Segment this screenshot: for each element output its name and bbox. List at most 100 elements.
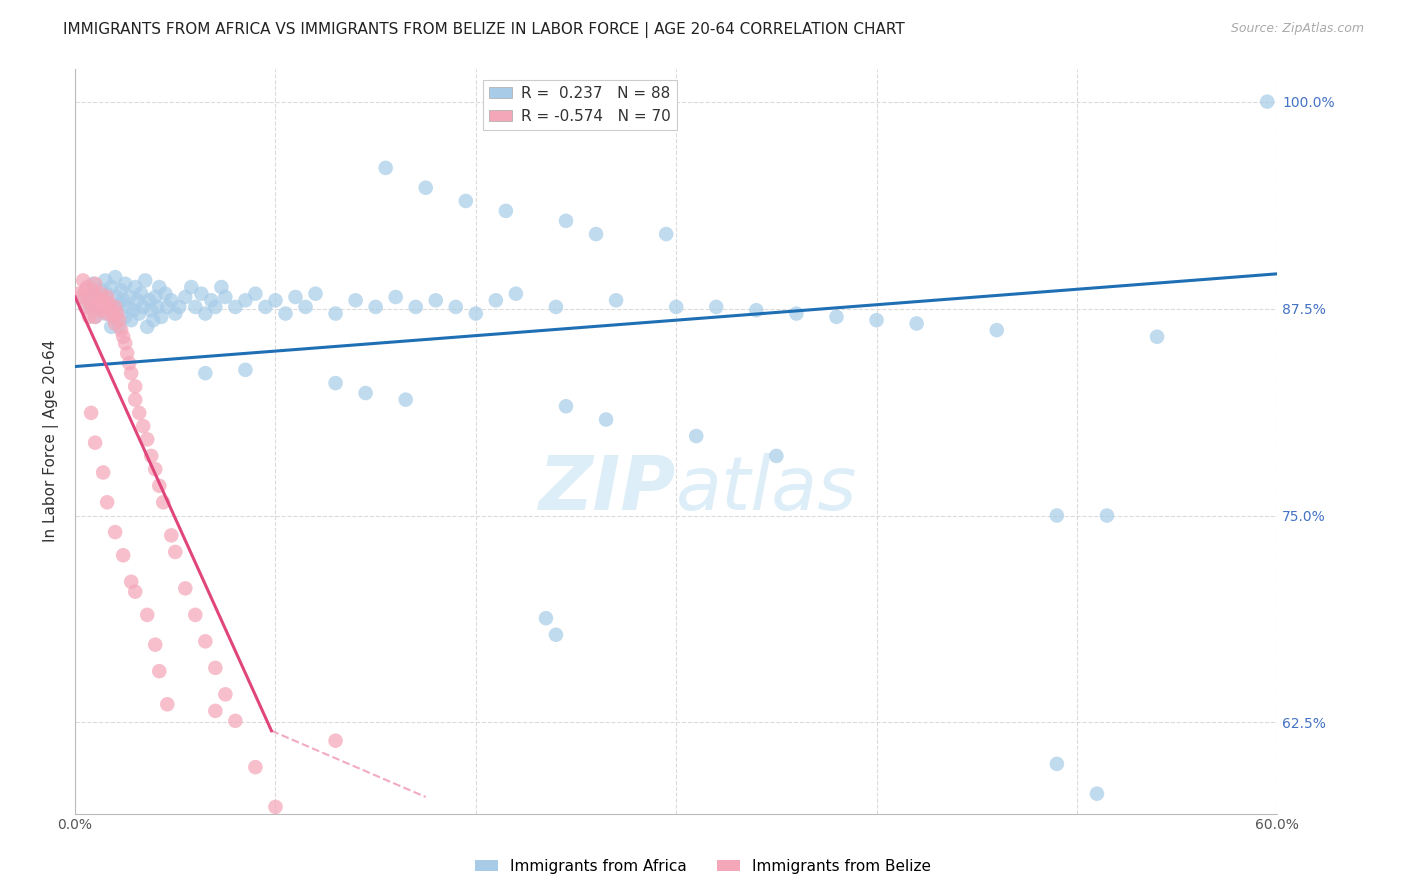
Point <box>905 317 928 331</box>
Point <box>544 300 567 314</box>
Point <box>84 310 107 324</box>
Point <box>284 826 307 840</box>
Point <box>454 194 477 208</box>
Point <box>120 366 142 380</box>
Point <box>745 303 768 318</box>
Point <box>765 449 787 463</box>
Point <box>84 310 107 324</box>
Point <box>84 277 107 291</box>
Point <box>148 479 170 493</box>
Point <box>134 273 156 287</box>
Point <box>94 273 117 287</box>
Point <box>1095 508 1118 523</box>
Point <box>160 528 183 542</box>
Point <box>245 286 267 301</box>
Point <box>115 346 138 360</box>
Point <box>136 433 159 447</box>
Point <box>148 664 170 678</box>
Point <box>132 419 155 434</box>
Point <box>200 293 222 308</box>
Point <box>325 307 347 321</box>
Point <box>114 277 136 291</box>
Point <box>415 180 437 194</box>
Point <box>84 286 107 301</box>
Point <box>214 290 236 304</box>
Point <box>75 290 97 304</box>
Point <box>152 495 174 509</box>
Point <box>665 300 688 314</box>
Point <box>124 584 146 599</box>
Point <box>75 284 97 298</box>
Point <box>91 293 114 308</box>
Point <box>138 293 160 308</box>
Point <box>224 714 246 728</box>
Point <box>86 290 108 304</box>
Point <box>344 293 367 308</box>
Point <box>143 638 166 652</box>
Point <box>90 286 112 301</box>
Point <box>118 290 141 304</box>
Point <box>364 300 387 314</box>
Point <box>294 300 316 314</box>
Point <box>105 290 128 304</box>
Point <box>98 296 121 310</box>
Point <box>96 290 118 304</box>
Point <box>82 284 104 298</box>
Point <box>90 303 112 318</box>
Point <box>146 300 169 314</box>
Point <box>405 300 427 314</box>
Point <box>325 376 347 390</box>
Point <box>124 379 146 393</box>
Point <box>204 661 226 675</box>
Point <box>1085 787 1108 801</box>
Point <box>120 313 142 327</box>
Point <box>245 760 267 774</box>
Point <box>235 293 257 308</box>
Point <box>91 293 114 308</box>
Point <box>150 310 173 324</box>
Point <box>304 856 326 871</box>
Point <box>174 582 197 596</box>
Point <box>101 310 124 324</box>
Point <box>585 227 607 241</box>
Point <box>80 406 103 420</box>
Point <box>105 307 128 321</box>
Text: Source: ZipAtlas.com: Source: ZipAtlas.com <box>1230 22 1364 36</box>
Point <box>274 307 297 321</box>
Point <box>1146 329 1168 343</box>
Point <box>94 300 117 314</box>
Legend: R =  0.237   N = 88, R = -0.574   N = 70: R = 0.237 N = 88, R = -0.574 N = 70 <box>484 80 678 129</box>
Point <box>108 319 131 334</box>
Point <box>1046 756 1069 771</box>
Point <box>194 307 217 321</box>
Point <box>155 286 177 301</box>
Point <box>108 296 131 310</box>
Point <box>82 300 104 314</box>
Point <box>127 293 149 308</box>
Point <box>104 300 127 314</box>
Point <box>505 286 527 301</box>
Point <box>555 399 578 413</box>
Point <box>425 293 447 308</box>
Point <box>534 611 557 625</box>
Point <box>129 286 152 301</box>
Point <box>70 290 93 304</box>
Point <box>136 319 159 334</box>
Point <box>112 548 135 562</box>
Point <box>91 466 114 480</box>
Point <box>86 300 108 314</box>
Point <box>115 300 138 314</box>
Point <box>156 698 179 712</box>
Point <box>122 303 145 318</box>
Point <box>124 280 146 294</box>
Point <box>704 300 727 314</box>
Point <box>194 634 217 648</box>
Point <box>100 303 122 318</box>
Point <box>204 300 226 314</box>
Point <box>72 273 94 287</box>
Legend: Immigrants from Africa, Immigrants from Belize: Immigrants from Africa, Immigrants from … <box>468 853 938 880</box>
Point <box>184 607 207 622</box>
Point <box>104 525 127 540</box>
Point <box>76 280 98 294</box>
Point <box>209 280 232 294</box>
